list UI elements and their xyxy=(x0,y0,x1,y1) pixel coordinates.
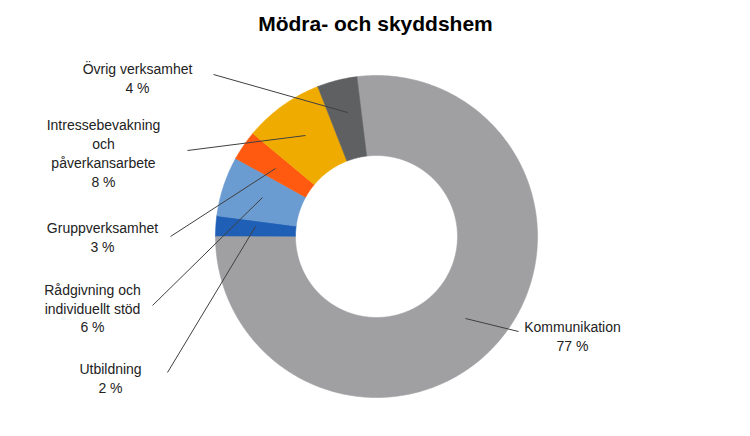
svg-text:Utbildning2 %: Utbildning2 % xyxy=(79,361,141,396)
svg-text:Mödra- och skyddshem: Mödra- och skyddshem xyxy=(258,12,493,35)
svg-text:Kommunikation77 %: Kommunikation77 % xyxy=(524,319,621,354)
svg-text:Intressebevakningochpåverkansa: Intressebevakningochpåverkansarbete8 % xyxy=(47,117,161,190)
svg-text:Rådgivning ochindividuellt stö: Rådgivning ochindividuellt stöd6 % xyxy=(44,282,141,336)
svg-text:Övrig verksamhet4 %: Övrig verksamhet4 % xyxy=(83,60,193,96)
svg-text:Gruppverksamhet3 %: Gruppverksamhet3 % xyxy=(47,220,158,255)
